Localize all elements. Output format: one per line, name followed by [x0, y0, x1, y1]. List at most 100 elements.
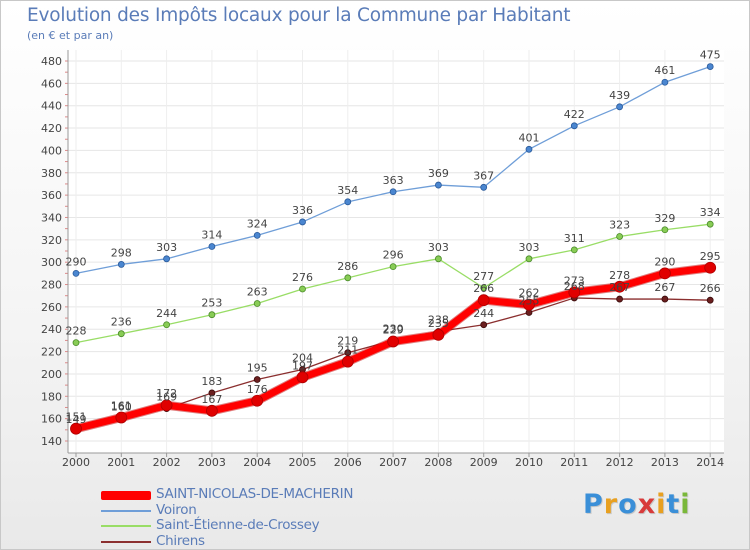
- data-label-saint-etienne: 228: [66, 325, 87, 338]
- logo-letter: t: [666, 489, 681, 520]
- data-point-saint-etienne: [525, 255, 533, 263]
- data-label-saint-etienne: 263: [247, 286, 268, 299]
- data-label-saint-nicolas: 176: [247, 383, 268, 396]
- data-label-saint-etienne: 303: [428, 241, 449, 254]
- data-label-voiron: 422: [564, 108, 585, 121]
- data-point-saint-nicolas: [704, 261, 717, 274]
- data-point-voiron: [616, 103, 623, 111]
- data-label-chirens: 267: [609, 281, 630, 294]
- data-point-chirens: [344, 349, 352, 357]
- data-point-saint-nicolas: [659, 267, 671, 280]
- y-tick-label: 280: [41, 279, 62, 292]
- data-point-saint-nicolas: [387, 335, 400, 348]
- data-label-saint-etienne: 329: [654, 212, 675, 225]
- data-point-voiron: [389, 188, 397, 196]
- data-label-saint-etienne: 276: [292, 271, 313, 284]
- data-point-saint-nicolas: [251, 394, 264, 407]
- legend: SAINT-NICOLAS-DE-MACHERIN Voiron Saint-Éti…: [101, 486, 421, 549]
- data-label-saint-nicolas: 172: [156, 387, 177, 400]
- x-tick-label: 2011: [560, 456, 588, 469]
- legend-swatch-chirens: [101, 540, 151, 543]
- data-point-voiron: [253, 231, 261, 239]
- data-label-saint-etienne: 311: [564, 232, 585, 245]
- data-label-chirens: 255: [519, 294, 540, 307]
- x-tick-label: 2007: [379, 456, 407, 469]
- data-point-saint-etienne: [117, 330, 125, 338]
- y-tick-label: 240: [41, 323, 62, 336]
- logo-letter: x: [637, 489, 657, 520]
- logo-letter: i: [680, 489, 691, 520]
- x-tick-label: 2004: [243, 456, 271, 469]
- data-label-saint-nicolas: 161: [111, 400, 132, 413]
- y-tick-label: 460: [41, 77, 62, 90]
- data-label-chirens: 149: [66, 413, 87, 426]
- data-label-voiron: 336: [292, 204, 313, 217]
- data-point-saint-nicolas: [523, 298, 535, 311]
- data-label-saint-nicolas: 197: [292, 359, 313, 372]
- data-point-saint-etienne: [480, 284, 488, 292]
- data-label-chirens: 169: [156, 391, 177, 404]
- data-label-chirens: 219: [337, 335, 358, 348]
- legend-label-saint-nicolas: SAINT-NICOLAS-DE-MACHERIN: [156, 486, 354, 502]
- legend-swatch-saint-nicolas: [101, 490, 151, 500]
- data-label-chirens: 183: [201, 375, 222, 388]
- x-tick-label: 2008: [424, 456, 452, 469]
- data-point-chirens: [208, 389, 216, 397]
- data-point-saint-etienne: [163, 321, 171, 329]
- x-tick-label: 2012: [606, 456, 634, 469]
- data-label-voiron: 363: [383, 174, 404, 187]
- y-tick-label: 260: [41, 301, 62, 314]
- data-label-voiron: 324: [247, 217, 268, 230]
- x-tick-label: 2010: [515, 456, 543, 469]
- data-label-saint-etienne: 244: [156, 307, 177, 320]
- data-point-voiron: [434, 181, 442, 189]
- data-label-saint-nicolas: 262: [519, 287, 540, 300]
- proxiti-logo: Proxiti: [583, 489, 691, 520]
- logo-letter: i: [656, 489, 667, 520]
- data-label-chirens: 268: [564, 280, 585, 293]
- data-point-voiron: [72, 269, 80, 277]
- data-label-voiron: 461: [654, 64, 675, 77]
- data-point-saint-etienne: [253, 300, 261, 307]
- x-tick-label: 2009: [470, 456, 498, 469]
- legend-item-saint-nicolas: SAINT-NICOLAS-DE-MACHERIN: [101, 486, 421, 503]
- data-label-chirens: 266: [700, 282, 721, 295]
- data-point-saint-nicolas: [296, 371, 309, 384]
- x-tick-label: 2014: [696, 456, 724, 469]
- y-tick-label: 340: [41, 211, 62, 224]
- y-tick-label: 440: [41, 100, 62, 113]
- data-label-chirens: 204: [292, 351, 313, 364]
- data-label-saint-nicolas: 266: [473, 282, 494, 295]
- x-tick-label: 2003: [198, 456, 226, 469]
- legend-label-saint-etienne: Saint-Étienne-de-Crossey: [156, 517, 320, 533]
- data-label-saint-etienne: 323: [609, 218, 630, 231]
- data-point-saint-etienne: [661, 226, 669, 234]
- legend-label-chirens: Chirens: [156, 532, 205, 549]
- y-tick-label: 300: [41, 256, 62, 269]
- data-label-voiron: 303: [156, 241, 177, 254]
- data-label-voiron: 439: [609, 89, 630, 102]
- data-point-chirens: [480, 321, 488, 329]
- data-point-voiron: [163, 255, 171, 263]
- data-point-saint-nicolas: [115, 411, 128, 424]
- data-label-chirens: 267: [654, 281, 675, 294]
- data-label-saint-etienne: 296: [383, 249, 404, 262]
- data-point-voiron: [208, 243, 216, 250]
- data-label-voiron: 290: [66, 255, 87, 268]
- data-point-saint-etienne: [616, 233, 623, 240]
- y-tick-label: 320: [41, 234, 62, 247]
- data-label-saint-nicolas: 211: [337, 344, 358, 357]
- y-tick-label: 420: [41, 122, 62, 135]
- data-label-chirens: 195: [247, 362, 268, 375]
- data-point-chirens: [661, 295, 669, 303]
- data-label-saint-nicolas: 151: [66, 411, 87, 424]
- y-tick-label: 140: [41, 435, 62, 448]
- data-point-chirens: [706, 296, 714, 304]
- data-label-voiron: 401: [519, 131, 540, 144]
- legend-swatch-saint-etienne: [101, 525, 151, 527]
- data-label-voiron: 475: [700, 49, 721, 62]
- data-label-saint-etienne: 303: [519, 241, 540, 254]
- data-point-saint-etienne: [570, 246, 578, 254]
